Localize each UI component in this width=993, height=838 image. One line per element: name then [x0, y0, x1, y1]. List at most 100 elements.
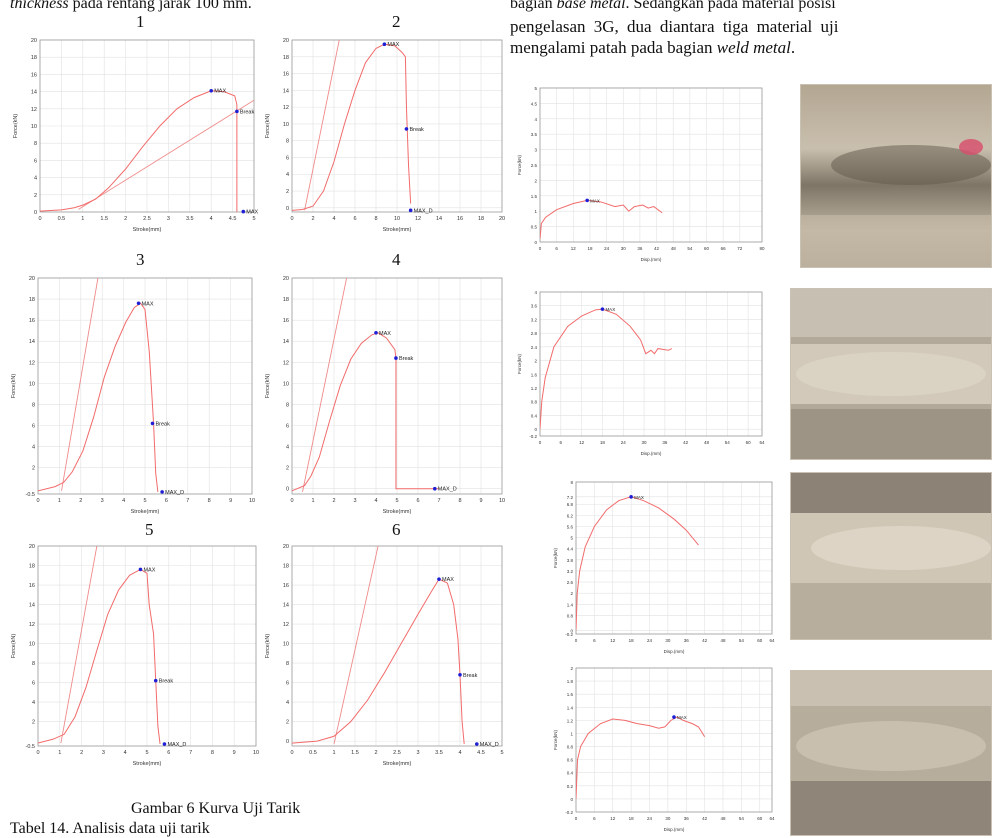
- marker-label: MAX: [677, 715, 687, 720]
- marker-point: [585, 198, 589, 203]
- specimen-photo-3: [790, 472, 992, 640]
- y-tick-label: -0.5: [26, 744, 35, 750]
- right-para-italic-b: base metal: [556, 0, 626, 12]
- y-axis-label: Force(kN): [11, 374, 17, 399]
- x-tick-label: 18: [587, 246, 593, 251]
- x-tick-label: 0: [539, 246, 542, 251]
- x-tick-label: 20: [499, 216, 505, 222]
- marker-label: MAX_D: [480, 742, 499, 748]
- y-tick-label: 10: [283, 122, 289, 128]
- x-tick-label: 60: [757, 638, 763, 643]
- tensile-chart-2: 0 2 4 6 8 10 12 14 16 18 20 0 2 4 6 8 10 12 14 16 18 20 Stroke…: [265, 38, 505, 233]
- x-tick-label: 24: [621, 440, 627, 445]
- x-tick-label: 10: [499, 498, 505, 504]
- y-tick-label: 14: [29, 339, 35, 345]
- y-tick-label: 18: [283, 564, 289, 570]
- x-tick-label: 80: [759, 246, 765, 251]
- y-axis-label: Force(kN): [517, 154, 522, 175]
- force-curve: [38, 302, 159, 492]
- y-tick-label: 6: [286, 155, 289, 161]
- tensile-chart-6: 0 0.5 1 1.5 2 2.5 3 3.5 4 4.5 5 0 2 4 6 8 10 12 14 16 18 20 St…: [265, 544, 504, 767]
- y-tick-label: 0: [570, 797, 573, 802]
- x-tick-label: 4: [210, 216, 213, 222]
- y-tick-label: 18: [29, 297, 35, 303]
- marker-point: [162, 742, 167, 746]
- y-tick-label: 16: [283, 583, 289, 589]
- right-para3-a: mengalami patah pada bagian: [510, 38, 717, 57]
- x-tick-label: 0: [290, 750, 293, 756]
- y-tick-label: 2: [534, 359, 537, 364]
- x-tick-label: 4: [332, 216, 335, 222]
- y-tick-label: 14: [29, 603, 35, 609]
- x-tick-label: 0: [36, 498, 39, 504]
- x-tick-label: 5: [145, 750, 148, 756]
- force-curve: [38, 568, 161, 745]
- x-tick-label: 0: [38, 216, 41, 222]
- x-tick-label: 5: [500, 750, 503, 756]
- y-tick-label: 18: [31, 55, 37, 61]
- y-tick-label: 1.5: [531, 194, 538, 199]
- y-tick-label: 12: [283, 622, 289, 628]
- x-tick-label: 1: [311, 498, 314, 504]
- x-axis-label: Stroke(mm): [383, 509, 412, 515]
- x-tick-label: 6: [560, 440, 563, 445]
- plot-frame: [575, 481, 773, 635]
- plot-frame: [37, 545, 257, 747]
- x-tick-label: 4: [124, 750, 127, 756]
- x-tick-label: 10: [249, 498, 255, 504]
- panel-number: 3: [136, 250, 145, 269]
- x-tick-label: 3: [102, 750, 105, 756]
- y-tick-label: 20: [283, 38, 289, 44]
- x-tick-label: 24: [647, 638, 653, 643]
- specimen-photo-1: [800, 84, 992, 268]
- y-tick-label: 2.6: [567, 580, 574, 585]
- right-para-c: . Sedangkan pada material posisi: [625, 0, 836, 12]
- x-tick-label: 4: [374, 498, 377, 504]
- marker-label: MAX: [442, 577, 454, 583]
- y-tick-label: 0: [286, 487, 289, 493]
- elastic-line: [302, 278, 348, 492]
- disp-chart-r3: 0 6 12 18 24 30 36 42 48 54 60 64 -0.20 0.8 1.4 2 2.6 3.2…: [553, 480, 775, 654]
- panel-number: 4: [392, 250, 401, 269]
- x-tick-label: 64: [759, 440, 765, 445]
- disp-chart-r2: 0 6 12 18 24 30 36 42 48 54 60 64-0.200.40.81.21.62…: [517, 290, 765, 456]
- x-tick-label: 36: [662, 440, 668, 445]
- y-axis-label: Force(kN): [265, 374, 271, 399]
- y-tick-label: 2.4: [531, 345, 538, 350]
- x-tick-label: 64: [769, 816, 775, 821]
- top-left-italic: thickness: [10, 0, 69, 12]
- y-tick-label: 16: [31, 72, 37, 78]
- y-tick-label: 3.2: [531, 317, 538, 322]
- marker-label: Break: [240, 109, 255, 115]
- y-tick-label: 12: [29, 360, 35, 366]
- y-tick-label: 4: [286, 172, 289, 178]
- y-tick-label: 5: [534, 86, 537, 91]
- panel-number: 5: [145, 520, 154, 539]
- y-tick-label: 0.5: [531, 225, 538, 230]
- marker-point: [153, 678, 158, 683]
- disp-chart-r1: 0 6 12 18 24 30 36 42 48 54 60 66 72 8000.511.522.533…: [517, 86, 765, 262]
- y-tick-label: 0: [570, 628, 573, 633]
- specimen-photo-4: [790, 670, 992, 836]
- x-tick-label: 2: [79, 498, 82, 504]
- x-tick-label: 0: [575, 638, 578, 643]
- x-tick-label: 54: [725, 440, 731, 445]
- y-tick-label: 4: [32, 445, 35, 451]
- x-tick-label: 30: [621, 246, 627, 251]
- right-para-a: bagian: [510, 0, 557, 12]
- x-tick-label: 7: [189, 750, 192, 756]
- y-axis-label: Force(kN): [265, 114, 271, 139]
- marker-label: MAX: [379, 331, 391, 337]
- right-para3-italic: weld metal: [716, 38, 791, 57]
- y-tick-label: 1: [534, 209, 537, 214]
- y-tick-label: 2.5: [531, 163, 538, 168]
- y-axis-label: Force(kN): [553, 547, 558, 568]
- y-tick-label: 16: [283, 72, 289, 78]
- y-tick-label: 0: [534, 240, 537, 245]
- y-tick-label: 16: [283, 318, 289, 324]
- x-tick-label: 3: [353, 498, 356, 504]
- x-axis-label: Stroke(mm): [383, 761, 412, 767]
- elastic-line: [333, 546, 379, 745]
- x-tick-label: 3.5: [435, 750, 443, 756]
- x-tick-label: 18: [600, 440, 606, 445]
